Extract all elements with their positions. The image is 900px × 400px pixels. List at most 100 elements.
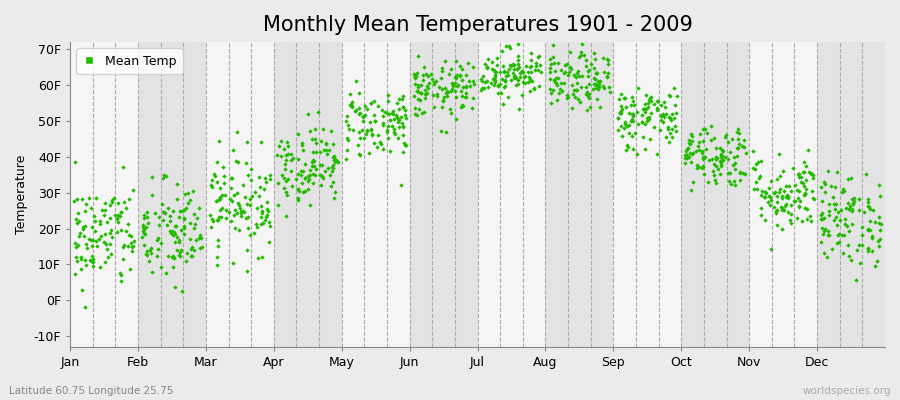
Point [827,217,842,223]
Point [143,247,157,253]
Bar [274,42,342,347]
Point [328,159,342,165]
Point [715,163,729,169]
Point [381,123,395,129]
Point [226,192,240,198]
Point [94,233,109,240]
Point [144,250,158,256]
Point [507,72,521,79]
Point [582,67,597,74]
Point [534,69,548,76]
Point [728,182,742,189]
Point [455,84,470,91]
Point [355,126,369,133]
Point [753,211,768,218]
Point [779,193,794,199]
Point [210,159,224,165]
Point [796,182,811,189]
Point [589,82,603,88]
Point [822,208,836,214]
Point [454,72,468,79]
Point [565,105,580,112]
Point [805,188,819,194]
Point [829,200,843,207]
Point [566,90,580,97]
Point [218,192,232,198]
Point [714,152,728,158]
Point [872,243,886,250]
Point [842,228,857,235]
Point [492,80,507,87]
Point [77,223,92,230]
Point [760,189,774,196]
Point [138,231,152,238]
Point [626,102,641,108]
Point [233,213,248,219]
Point [394,96,409,102]
Point [412,106,427,112]
Point [601,57,616,64]
Point [787,197,801,204]
Point [390,114,404,120]
Point [814,216,829,222]
Point [252,174,266,180]
Point [204,184,219,190]
Point [704,123,718,130]
Point [806,175,820,182]
Point [525,78,539,84]
Point [277,175,292,181]
Point [80,245,94,251]
Bar [545,42,614,347]
Point [630,151,644,157]
Point [716,157,730,164]
Point [67,198,81,204]
Point [580,84,594,90]
Point [108,212,122,218]
Point [247,229,261,236]
Point [814,183,828,190]
Point [462,78,476,84]
Point [752,175,767,181]
Point [258,178,273,185]
Point [784,202,798,208]
Point [110,216,124,222]
Point [149,236,164,243]
Point [763,202,778,208]
Point [448,94,463,100]
Point [105,234,120,240]
Point [616,125,631,131]
Point [328,189,342,195]
Point [766,190,780,196]
Point [76,226,90,232]
Point [387,126,401,132]
Point [344,101,358,107]
Point [659,134,673,140]
Point [228,225,242,232]
Point [495,76,509,82]
Point [211,243,225,249]
Point [731,145,745,151]
Point [806,195,821,202]
Point [163,228,177,234]
Point [561,72,575,78]
Point [839,205,853,212]
Point [351,151,365,157]
Point [842,206,856,212]
Point [545,54,560,60]
Point [257,217,272,224]
Point [449,57,464,64]
Point [436,103,450,110]
Point [250,224,265,230]
Point [418,91,432,97]
Point [597,85,611,91]
Point [543,69,557,75]
Point [763,197,778,203]
Point [411,82,426,88]
Point [121,242,135,249]
Point [754,205,769,211]
Point [617,95,632,102]
Point [638,146,652,152]
Point [832,239,846,245]
Point [252,184,266,190]
Point [339,146,354,153]
